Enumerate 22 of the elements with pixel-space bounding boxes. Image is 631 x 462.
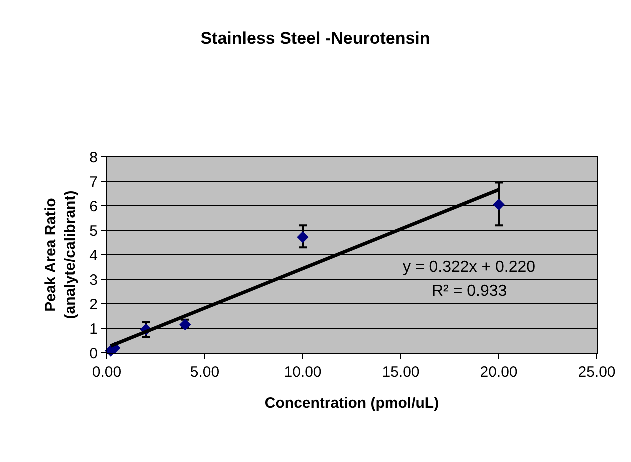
y-tick-label: 8 (90, 149, 98, 166)
x-tick-label: 25.00 (578, 364, 616, 381)
annotation: y = 0.322x + 0.220 (403, 259, 536, 276)
x-axis-title: Concentration (pmol/uL) (264, 395, 440, 412)
point (297, 232, 309, 244)
point (493, 198, 505, 211)
x-tick-label: 10.00 (284, 364, 322, 381)
x-tick-label: 0.00 (92, 364, 122, 381)
y-tick-label: 0 (90, 345, 98, 362)
y-tick-label: 3 (90, 272, 98, 289)
y-tick-label: 2 (90, 296, 98, 314)
y-axis-title: Peak Area Ratio (analyte/calibrant) (42, 190, 79, 320)
y-tick-label: 4 (90, 247, 98, 264)
chart-title: Stainless Steel -Neurotensin (200, 29, 430, 48)
y-tick-label: 7 (90, 174, 98, 191)
annotation: R² = 0.933 (432, 283, 508, 300)
x-tick-label: 15.00 (382, 364, 420, 381)
x-tick-label: 5.00 (190, 364, 220, 381)
y-tick-label: 1 (90, 320, 98, 338)
x-tick-label: 20.00 (480, 364, 518, 381)
y-tick-label: 5 (90, 222, 98, 240)
y-tick-label: 6 (90, 198, 98, 216)
